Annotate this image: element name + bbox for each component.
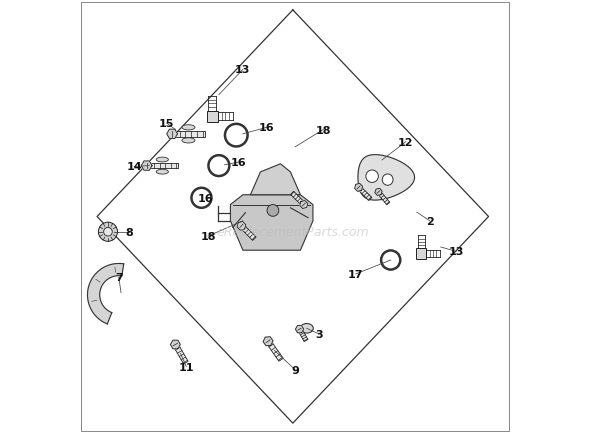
Text: 16: 16 [231, 158, 246, 168]
Text: 3: 3 [315, 329, 323, 339]
Polygon shape [173, 343, 188, 364]
Text: 7: 7 [115, 273, 123, 283]
Circle shape [267, 205, 279, 217]
Polygon shape [172, 132, 205, 137]
Polygon shape [298, 329, 308, 342]
Text: 13: 13 [235, 66, 251, 75]
Polygon shape [231, 195, 313, 251]
Polygon shape [147, 163, 178, 169]
Circle shape [99, 223, 117, 242]
Polygon shape [377, 191, 390, 205]
Text: 15: 15 [159, 119, 175, 128]
Text: 14: 14 [126, 162, 142, 172]
Ellipse shape [382, 174, 393, 186]
Text: 16: 16 [259, 123, 274, 133]
Ellipse shape [300, 324, 313, 333]
Polygon shape [141, 161, 152, 171]
Text: 17: 17 [348, 270, 363, 279]
Text: 2: 2 [426, 217, 434, 226]
Polygon shape [237, 222, 246, 230]
Text: 8: 8 [125, 227, 133, 237]
Polygon shape [263, 337, 273, 346]
Text: 18: 18 [200, 232, 216, 241]
Ellipse shape [182, 138, 195, 144]
Text: 18: 18 [316, 125, 331, 135]
Polygon shape [240, 225, 256, 241]
Text: 11: 11 [179, 362, 194, 372]
Circle shape [104, 228, 112, 237]
Ellipse shape [156, 158, 168, 162]
Bar [206, 112, 218, 123]
Polygon shape [266, 340, 283, 362]
Text: 12: 12 [398, 138, 414, 147]
Ellipse shape [156, 170, 168, 174]
Polygon shape [355, 184, 363, 192]
Text: 16: 16 [198, 194, 214, 203]
Polygon shape [357, 186, 372, 201]
Polygon shape [167, 130, 178, 139]
Ellipse shape [182, 125, 195, 131]
Polygon shape [300, 201, 308, 209]
Polygon shape [296, 326, 304, 333]
Polygon shape [250, 164, 300, 195]
Polygon shape [290, 192, 305, 207]
Circle shape [366, 171, 378, 183]
Polygon shape [375, 189, 382, 196]
Polygon shape [171, 340, 181, 349]
Text: 9: 9 [291, 365, 299, 375]
Bar [416, 249, 427, 259]
Text: eReplacementParts.com: eReplacementParts.com [217, 226, 369, 239]
Text: 13: 13 [448, 247, 464, 256]
Polygon shape [358, 155, 415, 201]
Polygon shape [87, 264, 124, 324]
